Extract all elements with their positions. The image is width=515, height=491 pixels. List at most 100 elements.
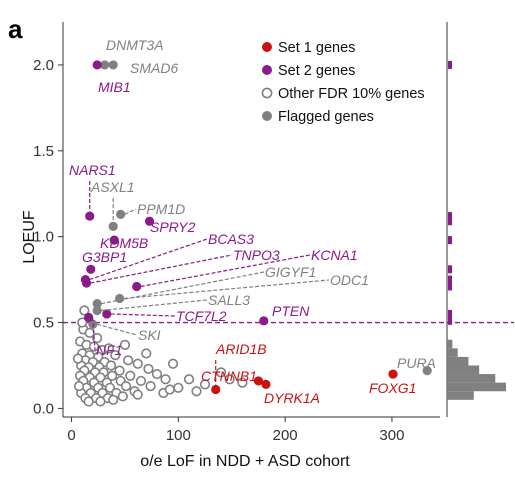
y-tick-label: 2.0 — [33, 57, 54, 74]
other-gene-point — [173, 382, 184, 393]
other-gene-point — [108, 394, 119, 405]
other-gene-point — [120, 380, 132, 392]
legend-marker — [262, 65, 272, 75]
other-gene-point — [183, 374, 195, 385]
set2-marginal-tick — [448, 316, 452, 325]
flagged-gene-point — [92, 299, 102, 309]
set2-gene-point — [109, 235, 119, 245]
x-axis-label: o/e LoF in NDD + ASD cohort — [140, 453, 350, 470]
other-gene-point — [114, 365, 125, 376]
set1-gene-point — [211, 384, 221, 395]
set2-marginal-tick — [448, 212, 452, 221]
histogram-bar — [447, 356, 469, 366]
gene-label: PTEN — [272, 303, 310, 319]
set2-gene-point — [85, 211, 95, 221]
set2-gene-point — [86, 264, 96, 274]
set2-gene-point — [92, 60, 102, 70]
gene-label: ODC1 — [330, 272, 369, 288]
gene-label: SMAD6 — [130, 60, 178, 76]
other-gene-point — [72, 353, 84, 364]
panel-label: a — [8, 14, 23, 44]
flagged-gene-point — [116, 209, 126, 219]
set2-marginal-tick — [448, 282, 452, 291]
gene-label: KCNA1 — [311, 247, 358, 263]
gene-label: DYRK1A — [264, 390, 320, 406]
flagged-gene-point — [108, 60, 118, 70]
x-tick-label: 0 — [67, 427, 75, 444]
legend-label: Flagged genes — [278, 109, 374, 125]
other-gene-point — [151, 368, 163, 380]
flagged-gene-point — [100, 60, 110, 70]
other-gene-point — [199, 379, 211, 390]
gene-labels-layer: ARID1B CTNNB1 DYRK1A FOXG1 MIB1 NARS1 SPRY2KDM… — [69, 37, 436, 406]
legend-marker — [262, 42, 272, 52]
histogram-bar — [447, 391, 474, 400]
set1-gene-point — [261, 379, 271, 389]
gene-label: PPM1D — [137, 201, 185, 217]
gene-leader-line — [123, 279, 330, 300]
set2-marginal-tick — [448, 60, 452, 69]
y-tick-label: 0.0 — [33, 400, 54, 417]
gene-label: SALL3 — [208, 292, 250, 308]
gene-label: TNPO3 — [233, 247, 280, 263]
histogram-bar — [447, 365, 480, 375]
other-gene-point — [79, 305, 90, 316]
gene-label: SKI — [138, 327, 161, 343]
other-gene-point — [167, 358, 179, 369]
set2-gene-point — [102, 309, 112, 319]
gene-label: PURA — [397, 355, 436, 371]
gene-label: CTNNB1 — [201, 368, 257, 384]
set2-gene-point — [81, 278, 92, 288]
set1-gene-point — [388, 369, 398, 379]
set2-gene-point — [259, 316, 269, 326]
other-gene-point — [135, 375, 147, 387]
gene-label: BCAS3 — [208, 231, 254, 247]
gene-label: ARID1B — [215, 341, 267, 357]
gene-label: MIB1 — [98, 79, 131, 95]
gene-label: G3BP1 — [82, 249, 127, 265]
other-gene-point — [224, 374, 235, 385]
histogram-bar — [447, 382, 506, 392]
other-gene-point — [191, 386, 202, 397]
other-gene-point — [123, 355, 134, 366]
legend-marker — [262, 111, 272, 121]
other-gene-point — [237, 377, 248, 388]
flagged-gene-point — [108, 221, 118, 231]
other-gene-point — [143, 363, 154, 375]
legend-label: Set 2 genes — [278, 63, 355, 79]
set2-marginal-tick — [448, 265, 452, 274]
set2-gene-point — [144, 216, 155, 226]
gene-label: NF1 — [96, 342, 122, 358]
gene-leader-line — [90, 254, 233, 284]
gene-label: TCF7L2 — [176, 308, 227, 324]
gene-leader-line — [92, 317, 96, 351]
other-gene-point — [164, 384, 175, 395]
histogram-bar — [447, 339, 453, 349]
flagged-gene-point — [422, 366, 432, 376]
gene-leader-line — [89, 238, 208, 281]
legend-label: Set 1 genes — [278, 40, 355, 56]
y-tick-label: 1.5 — [33, 143, 54, 160]
x-tick-label: 100 — [166, 427, 191, 444]
gene-leader-line — [101, 271, 265, 305]
marginal-histogram — [447, 60, 506, 400]
gene-leader-line — [110, 313, 176, 317]
set2-gene-point — [84, 312, 94, 322]
gene-leader-line — [96, 323, 138, 336]
other-gene-point — [95, 396, 106, 407]
other-gene-point — [125, 370, 136, 381]
x-tick-label: 300 — [379, 427, 404, 444]
histogram-bar — [447, 348, 458, 357]
set1-gene-point — [253, 376, 264, 386]
other-gene-point — [107, 370, 118, 381]
gene-leader-line — [124, 208, 137, 215]
other-gene-point — [103, 343, 115, 354]
other-gene-point — [77, 317, 88, 328]
other-gene-point — [95, 372, 106, 383]
other-gene-point — [132, 358, 143, 369]
legend-label: Other FDR 10% genes — [278, 86, 425, 102]
gene-label: SPRY2 — [150, 219, 196, 235]
gene-label: ASXL1 — [90, 179, 135, 195]
flagged-gene-point — [115, 293, 125, 304]
